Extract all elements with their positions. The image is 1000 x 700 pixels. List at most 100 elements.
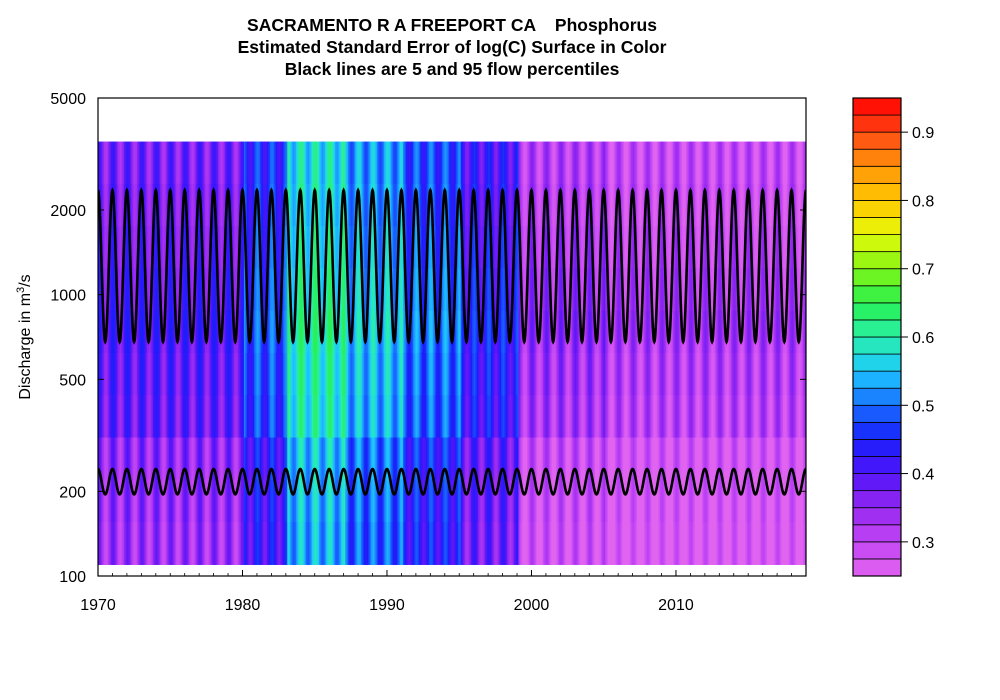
surface-cell — [687, 522, 690, 565]
surface-cell — [673, 352, 676, 396]
surface-cell — [603, 522, 606, 565]
surface-cell — [467, 522, 470, 565]
surface-cell — [691, 310, 694, 354]
surface-cell — [609, 352, 612, 396]
surface-cell — [278, 522, 281, 565]
surface-cell — [629, 352, 632, 396]
surface-cell — [319, 352, 322, 396]
surface-cell — [441, 268, 444, 312]
surface-cell — [291, 522, 294, 565]
surface-cell — [170, 141, 173, 185]
surface-cell — [619, 479, 622, 523]
surface-cell — [196, 437, 199, 481]
surface-cell — [596, 395, 599, 439]
surface-cell — [249, 141, 252, 185]
surface-cell — [726, 183, 729, 227]
surface-cell — [369, 310, 372, 354]
surface-cell — [391, 183, 394, 227]
surface-cell — [793, 141, 796, 185]
surface-cell — [751, 141, 754, 185]
surface-cell — [683, 352, 686, 396]
surface-cell — [803, 437, 806, 481]
surface-cell — [447, 310, 450, 354]
surface-cell — [164, 183, 167, 227]
surface-cell — [501, 268, 504, 312]
surface-cell — [209, 395, 212, 439]
surface-cell — [478, 479, 481, 523]
surface-cell — [132, 437, 135, 481]
surface-cell — [739, 479, 742, 523]
surface-cell — [782, 183, 785, 227]
surface-cell — [632, 352, 635, 396]
surface-cell — [621, 141, 624, 185]
surface-cell — [720, 310, 723, 354]
surface-cell — [514, 310, 517, 354]
surface-cell — [339, 141, 342, 185]
surface-cell — [657, 437, 660, 481]
surface-cell — [719, 226, 722, 270]
surface-cell — [268, 395, 271, 439]
surface-cell — [280, 183, 283, 227]
surface-cell — [722, 352, 725, 396]
surface-cell — [570, 395, 573, 439]
surface-cell — [408, 352, 411, 396]
surface-cell — [509, 226, 512, 270]
surface-cell — [187, 437, 190, 481]
surface-cell — [206, 352, 209, 396]
surface-cell — [452, 183, 455, 227]
surface-cell — [530, 479, 533, 523]
surface-cell — [145, 183, 148, 227]
surface-cell — [727, 226, 731, 270]
surface-cell — [160, 479, 163, 523]
surface-cell — [151, 522, 154, 565]
surface-cell — [202, 183, 205, 227]
surface-cell — [343, 141, 346, 185]
surface-cell — [478, 522, 481, 565]
surface-cell — [651, 183, 654, 227]
surface-cell — [187, 183, 190, 227]
surface-cell — [196, 479, 199, 523]
surface-cell — [800, 352, 803, 396]
surface-cell — [671, 141, 674, 185]
surface-cell — [334, 522, 337, 565]
surface-cell — [452, 226, 455, 270]
surface-cell — [269, 268, 272, 312]
surface-cell — [141, 310, 144, 354]
surface-cell — [495, 268, 498, 312]
surface-cell — [340, 437, 343, 481]
surface-cell — [333, 226, 336, 270]
surface-cell — [395, 437, 398, 481]
surface-cell — [128, 310, 131, 354]
surface-cell — [599, 352, 602, 396]
surface-cell — [264, 183, 267, 227]
surface-cell — [801, 310, 804, 354]
surface-cell — [781, 437, 784, 481]
surface-cell — [798, 226, 801, 270]
surface-cell — [306, 395, 309, 439]
surface-cell — [768, 226, 771, 270]
surface-cell — [755, 352, 758, 396]
surface-cell — [648, 310, 651, 354]
surface-cell — [139, 395, 142, 439]
surface-cell — [450, 437, 453, 481]
surface-cell — [345, 141, 348, 185]
surface-cell — [298, 479, 301, 523]
surface-cell — [600, 268, 603, 312]
surface-cell — [567, 395, 570, 439]
surface-cell — [132, 141, 135, 185]
surface-cell — [343, 226, 346, 270]
surface-cell — [694, 352, 697, 396]
surface-cell — [459, 141, 462, 185]
surface-cell — [313, 226, 316, 270]
surface-cell — [291, 352, 294, 396]
surface-cell — [275, 395, 278, 439]
surface-cell — [148, 352, 151, 396]
surface-cell — [556, 479, 559, 523]
surface-cell — [167, 437, 170, 481]
surface-cell — [658, 310, 661, 354]
surface-cell — [720, 352, 723, 396]
surface-cell — [186, 437, 189, 481]
surface-cell — [710, 183, 713, 227]
surface-cell — [781, 395, 784, 439]
surface-cell — [707, 310, 710, 354]
